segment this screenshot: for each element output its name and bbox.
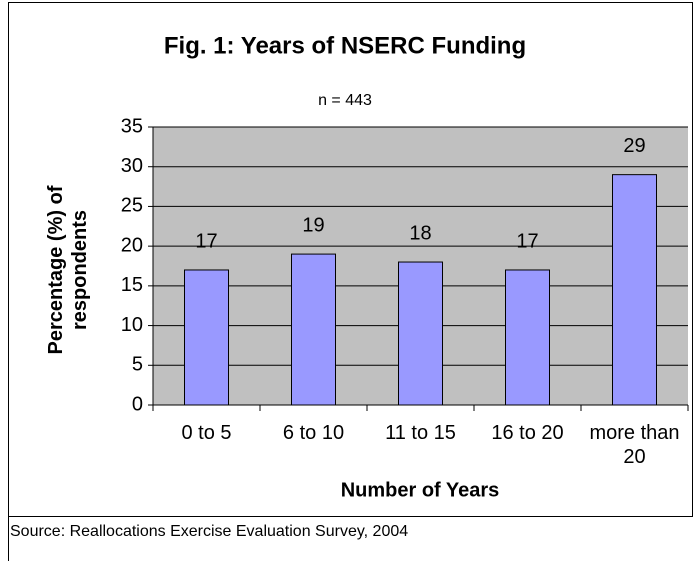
data-label: 29	[623, 135, 645, 157]
data-label: 18	[409, 222, 431, 244]
source-note: Source: Reallocations Exercise Evaluatio…	[10, 523, 408, 540]
x-tick-label-box: 6 to 10	[282, 422, 345, 444]
bar	[184, 269, 229, 406]
y-tick-label: 30	[121, 155, 143, 177]
x-tick-label: 6 to 10	[282, 422, 345, 444]
chart-title: Fig. 1: Years of NSERC Funding	[164, 32, 526, 59]
x-axis-label: Number of Years	[341, 479, 500, 501]
y-axis-label-box: Percentage (%) of respondents	[45, 185, 91, 355]
y-tick-label: 15	[121, 274, 143, 296]
chart-subtitle: n = 443	[318, 92, 372, 109]
x-tick-label-box: 11 to 15	[385, 422, 456, 444]
data-label: 17	[195, 230, 217, 252]
y-tick-label: 10	[121, 314, 143, 336]
x-tick-label: 11 to 15	[385, 422, 456, 444]
x-tick-label-box: 0 to 5	[181, 422, 232, 444]
data-label: 17	[516, 230, 538, 252]
bar	[398, 261, 443, 406]
y-tick-label: 20	[121, 234, 143, 256]
x-tick-label-box: 16 to 20	[491, 422, 564, 444]
bar	[291, 253, 336, 406]
data-label: 19	[302, 214, 324, 236]
x-tick-label-box: more than 20	[589, 422, 680, 468]
y-tick-label: 25	[121, 195, 143, 217]
bar	[612, 174, 657, 406]
y-tick-label: 5	[132, 354, 143, 376]
x-tick-label: 0 to 5	[181, 422, 232, 444]
y-tick-label: 35	[121, 115, 143, 137]
y-tick-label: 0	[132, 393, 143, 415]
x-tick-label: 16 to 20	[491, 422, 564, 444]
x-tick-label: more than 20	[589, 422, 680, 468]
y-axis-label: Percentage (%) of respondents	[45, 185, 91, 355]
bar	[505, 269, 550, 406]
